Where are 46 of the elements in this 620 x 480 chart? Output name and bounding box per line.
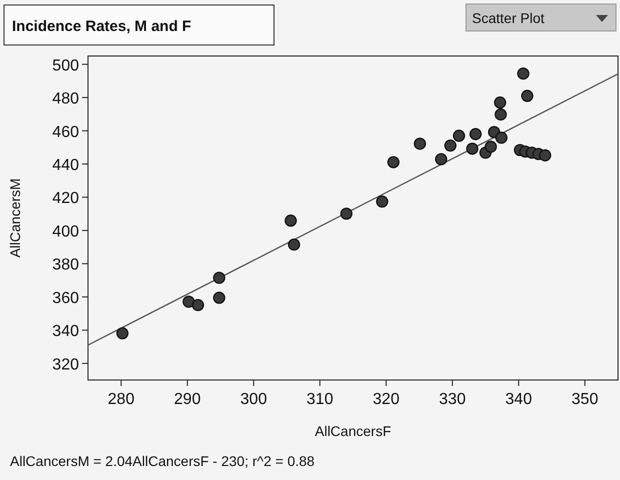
x-tick-label: 320 [372, 391, 400, 408]
x-axis-title: AllCancersF [314, 423, 392, 439]
point [192, 298, 204, 312]
x-tick-label: 280 [108, 391, 135, 408]
point [414, 138, 426, 150]
y-tick-label: 320 [52, 356, 80, 374]
x-tick-label: 330 [439, 391, 466, 408]
y-tick-label: 500 [52, 57, 80, 74]
point [288, 238, 300, 251]
point [494, 108, 507, 121]
point [376, 195, 388, 208]
point [539, 149, 552, 162]
chart-title: Incidence Rates, M and F [12, 18, 192, 35]
point [494, 96, 506, 109]
point [521, 90, 534, 102]
point [213, 292, 226, 304]
point [484, 140, 497, 153]
y-tick-label: 360 [52, 290, 80, 307]
point [387, 156, 400, 168]
y-tick-label: 340 [52, 323, 80, 340]
point [213, 272, 226, 284]
text: AllCancersM = 2.04AllCancersF - 230; r^2 = 0.88 [10, 453, 315, 469]
text: Scatter Plot [472, 10, 544, 26]
y-axis-title: AllCancersM [7, 178, 23, 258]
point [517, 68, 530, 80]
point [495, 132, 508, 144]
point [284, 214, 297, 227]
y-tick-label: 420 [52, 190, 80, 208]
point [116, 327, 129, 340]
y-tick-label: 460 [52, 124, 80, 141]
y-tick-label: 380 [52, 256, 80, 274]
x-tick-label: 290 [174, 391, 201, 408]
point [452, 130, 466, 142]
point [182, 296, 195, 308]
y-tick-label: 480 [52, 90, 80, 108]
x-tick-label: 310 [306, 391, 334, 408]
x-tick-label: 300 [240, 391, 268, 408]
point [435, 153, 448, 166]
point [469, 128, 482, 140]
y-tick-label: 440 [52, 157, 80, 174]
x-tick-label: 350 [572, 391, 598, 408]
point [466, 142, 478, 155]
x-tick-label: 340 [505, 391, 532, 408]
y-tick-label: 400 [52, 223, 80, 240]
point [340, 208, 352, 220]
point [444, 139, 456, 152]
